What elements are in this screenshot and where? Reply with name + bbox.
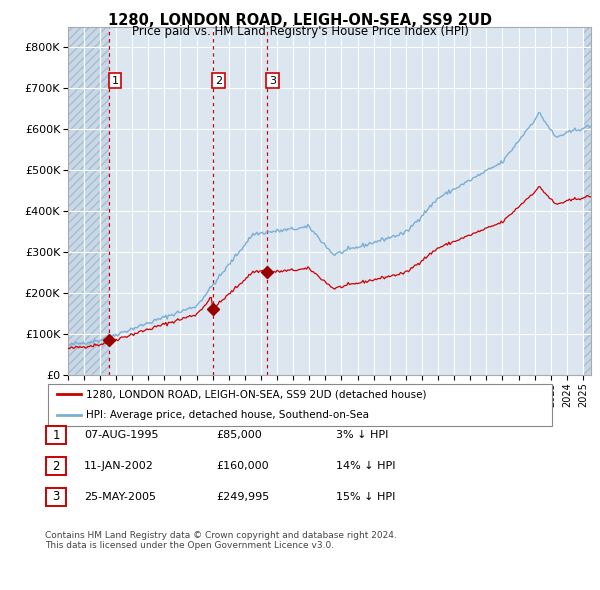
Text: Contains HM Land Registry data © Crown copyright and database right 2024.
This d: Contains HM Land Registry data © Crown c…	[45, 531, 397, 550]
Text: 11-JAN-2002: 11-JAN-2002	[84, 461, 154, 471]
FancyBboxPatch shape	[48, 384, 552, 426]
Text: 2: 2	[52, 460, 60, 473]
Text: 1280, LONDON ROAD, LEIGH-ON-SEA, SS9 2UD: 1280, LONDON ROAD, LEIGH-ON-SEA, SS9 2UD	[108, 13, 492, 28]
Text: HPI: Average price, detached house, Southend-on-Sea: HPI: Average price, detached house, Sout…	[86, 411, 369, 420]
Bar	[68, 27, 109, 375]
Text: £85,000: £85,000	[216, 431, 262, 440]
Text: 07-AUG-1995: 07-AUG-1995	[84, 431, 158, 440]
Text: £160,000: £160,000	[216, 461, 269, 471]
FancyBboxPatch shape	[46, 427, 66, 444]
Text: 25-MAY-2005: 25-MAY-2005	[84, 492, 156, 502]
Text: Price paid vs. HM Land Registry's House Price Index (HPI): Price paid vs. HM Land Registry's House …	[131, 25, 469, 38]
FancyBboxPatch shape	[46, 488, 66, 506]
Text: 1: 1	[112, 76, 118, 86]
Text: 3: 3	[269, 76, 276, 86]
Bar	[583, 27, 591, 375]
Text: 14% ↓ HPI: 14% ↓ HPI	[336, 461, 395, 471]
Text: 1: 1	[52, 429, 60, 442]
Text: 15% ↓ HPI: 15% ↓ HPI	[336, 492, 395, 502]
Text: 3% ↓ HPI: 3% ↓ HPI	[336, 431, 388, 440]
Text: £249,995: £249,995	[216, 492, 269, 502]
FancyBboxPatch shape	[46, 457, 66, 475]
Text: 3: 3	[52, 490, 60, 503]
Text: 1280, LONDON ROAD, LEIGH-ON-SEA, SS9 2UD (detached house): 1280, LONDON ROAD, LEIGH-ON-SEA, SS9 2UD…	[86, 389, 426, 399]
Text: 2: 2	[215, 76, 222, 86]
